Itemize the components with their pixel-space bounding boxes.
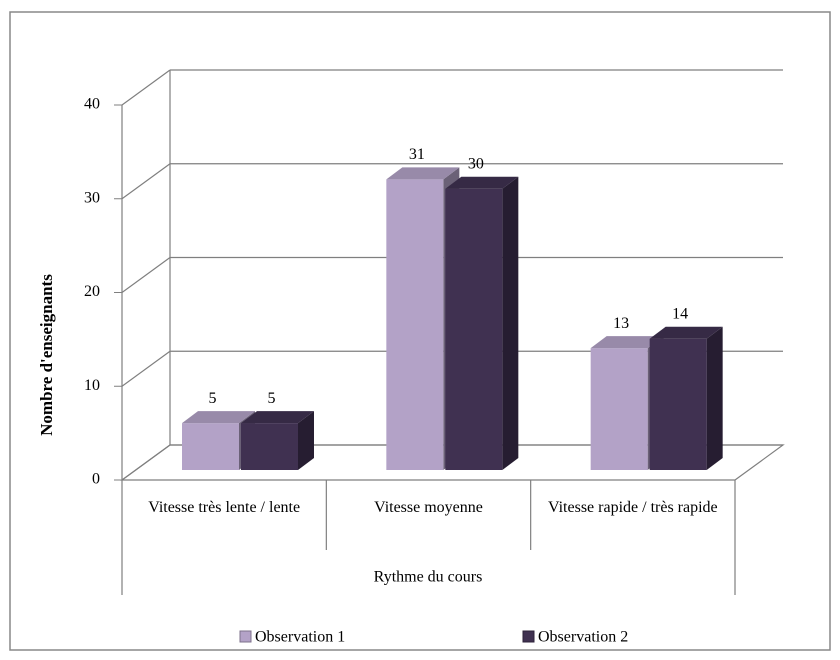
data-label: 5 (268, 390, 276, 407)
bar-top (445, 176, 519, 189)
bar (182, 423, 239, 470)
data-label: 13 (613, 315, 629, 332)
data-label: 14 (672, 305, 688, 322)
y-axis-label: Nombre d'enseignants (37, 274, 56, 436)
data-label: 31 (409, 146, 425, 163)
bar (590, 348, 648, 470)
grid-line (121, 257, 171, 293)
y-tick-label: 20 (84, 283, 100, 300)
x-tick-label: Vitesse très lente / lente (148, 499, 301, 516)
x-tick-label: Vitesse moyenne (374, 499, 483, 516)
data-label: 5 (209, 390, 217, 407)
legend-label: Observation 2 (538, 629, 628, 646)
bar-top (241, 411, 314, 424)
grid-line (121, 350, 171, 387)
y-tick-label: 40 (84, 96, 100, 113)
data-label: 30 (468, 155, 484, 172)
legend-label: Observation 1 (255, 629, 345, 646)
legend-swatch (522, 630, 535, 643)
bar (241, 423, 298, 470)
bar (445, 188, 503, 470)
y-tick-label: 30 (84, 189, 100, 206)
y-tick-label: 0 (92, 471, 100, 488)
grid-line (121, 163, 171, 200)
bar-side (706, 326, 723, 470)
grid-line (121, 444, 171, 481)
bar (649, 338, 707, 470)
bar-side (298, 411, 314, 470)
bar (386, 179, 444, 470)
grid-line (121, 69, 171, 106)
bar-top (649, 326, 723, 339)
bar-side (502, 176, 519, 470)
legend-swatch (239, 630, 252, 643)
bar-top (590, 336, 664, 349)
x-axis-label: Rythme du cours (374, 569, 483, 586)
bar-top (182, 411, 255, 424)
bar-top (386, 167, 460, 180)
y-tick-label: 10 (84, 377, 100, 394)
x-tick-label: Vitesse rapide / très rapide (548, 499, 718, 516)
